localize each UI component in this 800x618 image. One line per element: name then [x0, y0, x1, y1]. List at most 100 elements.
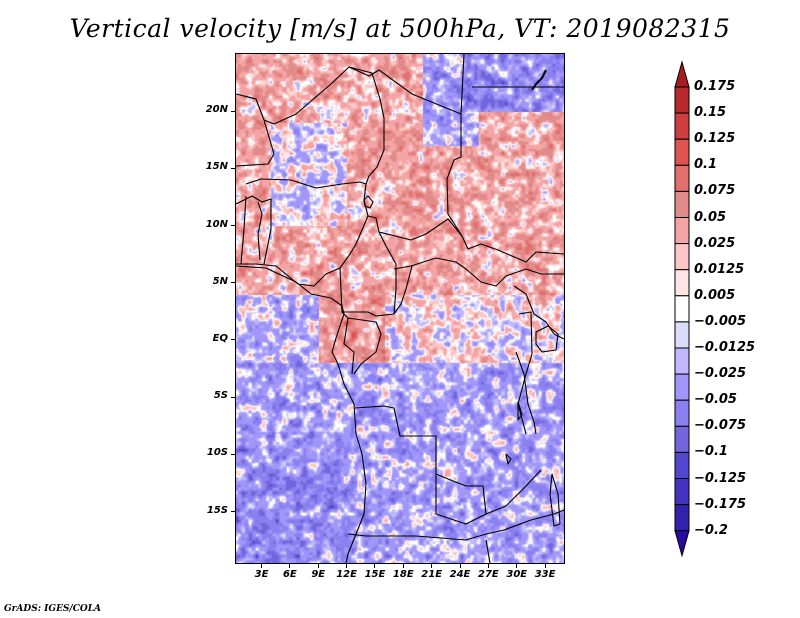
colorbar-label: 0.15 [694, 105, 727, 121]
border-burkina-etc [235, 195, 272, 265]
border-angola-zambia [435, 469, 542, 525]
lake-malawi [549, 473, 561, 527]
colorbar-segment [674, 425, 690, 453]
border-namibia-botswana [485, 539, 491, 564]
colorbar-label: −0.075 [694, 418, 747, 434]
colorbar-segment [674, 504, 690, 532]
x-tick-label: 21E [421, 569, 443, 580]
lake-chad [363, 195, 374, 209]
border-niger-nigeria [245, 178, 367, 189]
chart-title: Vertical velocity [m/s] at 500hPa, VT: 2… [69, 14, 731, 43]
colorbar-label: −0.025 [694, 366, 747, 382]
border-mali-niger [235, 119, 275, 167]
x-tick-label: 18E [392, 569, 414, 580]
border-drc-rwanda-tanzania [517, 311, 533, 435]
colorbar-segment [674, 164, 690, 192]
lake-mweru [505, 453, 512, 465]
border-drc-uganda [513, 285, 565, 340]
x-tick-label: 15E [364, 569, 386, 580]
x-tick-mark [346, 563, 348, 568]
colorbar-segment [674, 373, 690, 401]
lake-victoria [535, 325, 559, 353]
x-tick-label: 6E [282, 569, 297, 580]
colorbar-label: 0.175 [694, 79, 736, 94]
colorbar-segment [674, 112, 690, 140]
y-tick-label: 20N [205, 104, 228, 116]
border-angola-namibia [347, 519, 532, 541]
y-tick-mark [231, 396, 236, 398]
colorbar-segment [674, 347, 690, 375]
border-cameroon-congo [342, 311, 395, 317]
border-congo-drc [393, 265, 413, 315]
y-tick-label: 15N [205, 161, 228, 173]
y-tick-label: 5N [212, 275, 228, 287]
colorbar-extend-max-triangle [674, 60, 690, 88]
colorbar-segment [674, 217, 690, 245]
border-benin [257, 201, 263, 261]
x-tick-label: 24E [449, 569, 471, 580]
x-tick-mark [516, 563, 518, 568]
colorbar-label: −0.05 [694, 392, 737, 408]
colorbar-segment [674, 321, 690, 349]
y-tick-mark [231, 110, 236, 112]
country-borders [235, 53, 565, 564]
y-tick-label: 5S [213, 390, 228, 402]
colorbar-label: 0.0125 [694, 261, 745, 277]
y-tick-mark [231, 167, 236, 169]
border-egypt-sudan [460, 53, 465, 115]
border-chad-car [378, 218, 463, 241]
x-tick-label: 9E [311, 569, 326, 580]
y-tick-mark [231, 339, 236, 341]
grads-credit: GrADS: IGES/COLA [4, 604, 102, 614]
colorbar-label: 0.025 [694, 235, 736, 251]
y-tick-mark [231, 282, 236, 284]
colorbar-label: 0.1 [694, 157, 718, 173]
y-tick-label: EQ [212, 332, 228, 344]
x-tick-label: 33E [534, 569, 556, 580]
border-gulf-coast [236, 263, 327, 287]
border-sudan-southsudan [467, 243, 565, 263]
colorbar-label: −0.2 [694, 522, 728, 538]
border-chad-sudan [446, 114, 469, 250]
coastline-west-africa [235, 265, 367, 564]
colorbar-segment [674, 399, 690, 427]
colorbar-label: −0.0125 [694, 340, 756, 355]
x-tick-mark [544, 563, 546, 568]
colorbar-label: 0.005 [694, 287, 736, 303]
y-tick-mark [231, 453, 236, 455]
vertical-velocity-field [236, 54, 564, 563]
y-tick-mark [231, 225, 236, 227]
colorbar-segment [674, 295, 690, 323]
colorbar-segment [674, 269, 690, 297]
x-tick-label: 12E [336, 569, 357, 580]
border-cameroon-car [367, 215, 397, 315]
y-tick-label: 15S [206, 504, 228, 516]
x-tick-mark [374, 563, 376, 568]
x-tick-mark [487, 563, 489, 568]
colorbar-extend-min-triangle [674, 530, 690, 558]
colorbar-label: 0.075 [694, 183, 736, 199]
y-tick-mark [231, 511, 236, 513]
colorbar-segment [674, 190, 690, 218]
colorbar-label: −0.175 [694, 496, 747, 512]
border-lake-tanganyika [515, 351, 537, 435]
border-car-sudan-drc [393, 257, 564, 287]
x-tick-label: 30E [506, 569, 528, 580]
colorbar-label: 0.125 [694, 131, 736, 147]
lake-nasser [531, 69, 547, 91]
border-gabon-congo [347, 317, 382, 375]
colorbar-label: −0.1 [694, 444, 728, 460]
colorbar-segment [674, 243, 690, 271]
border-libya-chad [348, 66, 385, 185]
colorbar-label: −0.005 [694, 313, 747, 329]
x-tick-mark [431, 563, 433, 568]
border-zambia-mozambique [530, 509, 565, 521]
colorbar-segment [674, 478, 690, 506]
border-equatorial-guinea-gabon [339, 267, 355, 375]
x-tick-label: 27E [478, 569, 499, 580]
x-tick-mark [459, 563, 461, 568]
x-tick-label: 3E [254, 569, 269, 580]
colorbar-label: 0.05 [694, 209, 727, 225]
colorbar-segment [674, 138, 690, 166]
lake-kivu [517, 401, 523, 421]
